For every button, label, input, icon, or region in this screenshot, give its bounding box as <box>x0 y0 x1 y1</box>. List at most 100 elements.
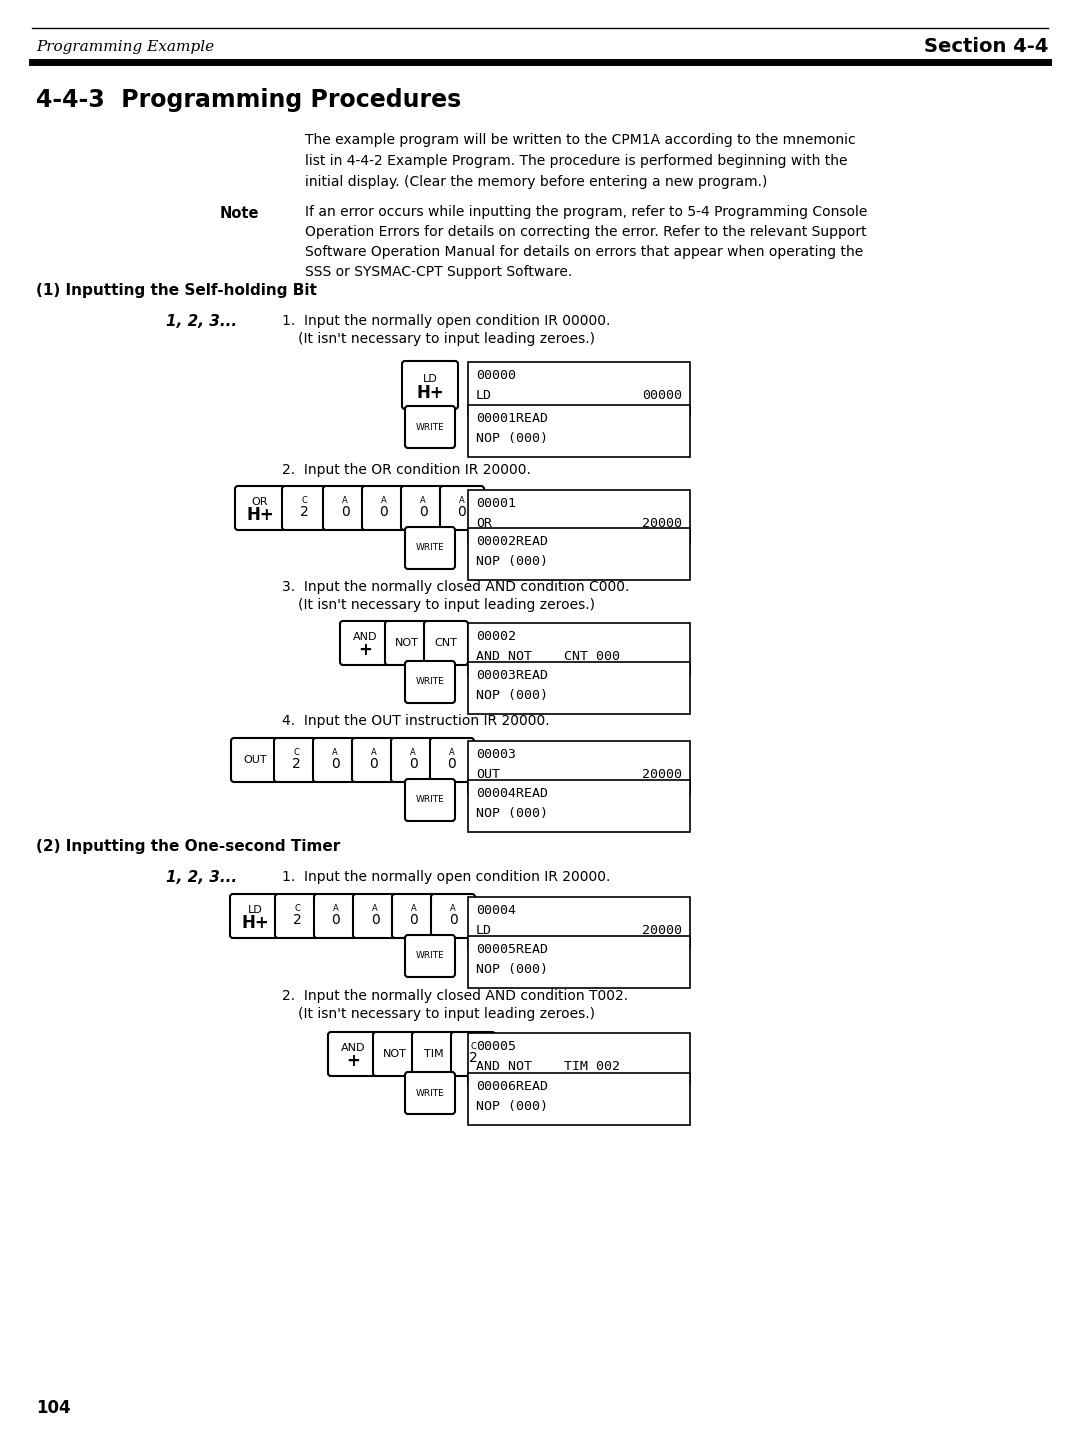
FancyBboxPatch shape <box>323 486 367 530</box>
FancyBboxPatch shape <box>362 486 406 530</box>
Text: If an error occurs while inputting the program, refer to 5-4 Programming Console: If an error occurs while inputting the p… <box>305 205 867 220</box>
FancyBboxPatch shape <box>405 406 455 448</box>
Text: 00004: 00004 <box>476 904 516 917</box>
Text: 4-4-3  Programming Procedures: 4-4-3 Programming Procedures <box>36 88 461 112</box>
Text: 0: 0 <box>369 756 378 771</box>
Text: 4.  Input the OUT instruction IR 20000.: 4. Input the OUT instruction IR 20000. <box>282 715 550 728</box>
Bar <box>468 489 690 542</box>
FancyBboxPatch shape <box>314 894 357 938</box>
Text: OUT: OUT <box>243 755 267 765</box>
Bar <box>468 405 690 456</box>
Text: Operation Errors for details on correcting the error. Refer to the relevant Supp: Operation Errors for details on correcti… <box>305 225 866 240</box>
Bar <box>468 781 690 832</box>
Text: 00000: 00000 <box>476 369 516 382</box>
FancyBboxPatch shape <box>405 1072 455 1114</box>
Text: OUT: OUT <box>476 768 500 781</box>
Text: H+: H+ <box>241 914 269 931</box>
Text: (2) Inputting the One-second Timer: (2) Inputting the One-second Timer <box>36 839 340 854</box>
FancyBboxPatch shape <box>405 662 455 703</box>
Text: 1.  Input the normally open condition IR 20000.: 1. Input the normally open condition IR … <box>282 870 610 884</box>
Text: 0: 0 <box>370 913 379 927</box>
Text: (It isn't necessary to input leading zeroes.): (It isn't necessary to input leading zer… <box>298 598 595 611</box>
Text: 2: 2 <box>299 505 309 519</box>
FancyBboxPatch shape <box>451 1032 495 1076</box>
Bar <box>468 528 690 580</box>
Text: LD: LD <box>476 924 492 937</box>
Text: A: A <box>410 748 416 756</box>
Text: LD: LD <box>247 905 262 916</box>
Text: 2: 2 <box>293 913 301 927</box>
Bar <box>468 362 690 415</box>
Text: list in 4-4-2 Example Program. The procedure is performed beginning with the: list in 4-4-2 Example Program. The proce… <box>305 154 848 168</box>
Text: NOT: NOT <box>383 1049 407 1059</box>
Text: 00006READ: 00006READ <box>476 1081 548 1093</box>
FancyBboxPatch shape <box>405 936 455 977</box>
Text: 2.  Input the OR condition IR 20000.: 2. Input the OR condition IR 20000. <box>282 464 531 476</box>
Text: H+: H+ <box>246 507 274 524</box>
Text: A: A <box>420 497 426 505</box>
Text: A: A <box>450 904 456 913</box>
FancyBboxPatch shape <box>431 894 475 938</box>
Text: 104: 104 <box>36 1399 70 1416</box>
Text: 00002READ: 00002READ <box>476 535 548 548</box>
Text: +: + <box>359 641 372 659</box>
Text: 0: 0 <box>409 913 418 927</box>
Text: 2: 2 <box>292 756 300 771</box>
Text: Software Operation Manual for details on errors that appear when operating the: Software Operation Manual for details on… <box>305 245 863 258</box>
Text: A: A <box>411 904 417 913</box>
Text: AND NOT    CNT 000: AND NOT CNT 000 <box>476 650 620 663</box>
FancyBboxPatch shape <box>282 486 326 530</box>
Text: Note: Note <box>220 207 259 221</box>
Text: 0: 0 <box>419 505 428 519</box>
Text: LD: LD <box>476 389 492 402</box>
Text: 00001READ: 00001READ <box>476 412 548 425</box>
Text: A: A <box>342 497 348 505</box>
FancyBboxPatch shape <box>440 486 484 530</box>
FancyBboxPatch shape <box>328 1032 378 1076</box>
Text: NOP (000): NOP (000) <box>476 555 548 568</box>
FancyBboxPatch shape <box>405 779 455 821</box>
FancyBboxPatch shape <box>313 738 357 782</box>
FancyBboxPatch shape <box>352 738 396 782</box>
Text: The example program will be written to the CPM1A according to the mnemonic: The example program will be written to t… <box>305 133 855 146</box>
FancyBboxPatch shape <box>373 1032 417 1076</box>
Text: OR: OR <box>252 498 268 508</box>
Text: 2: 2 <box>469 1050 477 1065</box>
FancyBboxPatch shape <box>235 486 285 530</box>
Text: NOP (000): NOP (000) <box>476 432 548 445</box>
Text: WRITE: WRITE <box>416 544 444 552</box>
Text: 0: 0 <box>408 756 417 771</box>
Text: 3.  Input the normally closed AND condition C000.: 3. Input the normally closed AND conditi… <box>282 580 630 594</box>
Text: WRITE: WRITE <box>416 1089 444 1098</box>
Text: 00003: 00003 <box>476 748 516 761</box>
FancyBboxPatch shape <box>411 1032 456 1076</box>
Text: C: C <box>470 1042 476 1050</box>
Text: 20000: 20000 <box>642 924 681 937</box>
FancyBboxPatch shape <box>391 738 435 782</box>
Text: WRITE: WRITE <box>416 422 444 432</box>
FancyBboxPatch shape <box>384 621 429 664</box>
Text: WRITE: WRITE <box>416 951 444 960</box>
FancyBboxPatch shape <box>424 621 468 664</box>
Text: A: A <box>333 748 338 756</box>
Bar <box>468 623 690 674</box>
Text: NOP (000): NOP (000) <box>476 1101 548 1114</box>
Text: 00005: 00005 <box>476 1040 516 1053</box>
Text: 00005READ: 00005READ <box>476 943 548 956</box>
Text: (It isn't necessary to input leading zeroes.): (It isn't necessary to input leading zer… <box>298 1007 595 1020</box>
Bar <box>468 936 690 989</box>
Text: 0: 0 <box>447 756 457 771</box>
FancyBboxPatch shape <box>430 738 474 782</box>
Text: C: C <box>301 497 307 505</box>
Bar <box>468 1033 690 1085</box>
Text: A: A <box>449 748 455 756</box>
FancyBboxPatch shape <box>274 738 318 782</box>
Text: 20000: 20000 <box>642 517 681 530</box>
FancyBboxPatch shape <box>405 527 455 570</box>
Text: initial display. (Clear the memory before entering a new program.): initial display. (Clear the memory befor… <box>305 175 768 189</box>
Text: NOP (000): NOP (000) <box>476 963 548 976</box>
Text: TIM: TIM <box>424 1049 444 1059</box>
Text: 00002: 00002 <box>476 630 516 643</box>
FancyBboxPatch shape <box>231 738 279 782</box>
Text: CNT: CNT <box>434 639 458 649</box>
